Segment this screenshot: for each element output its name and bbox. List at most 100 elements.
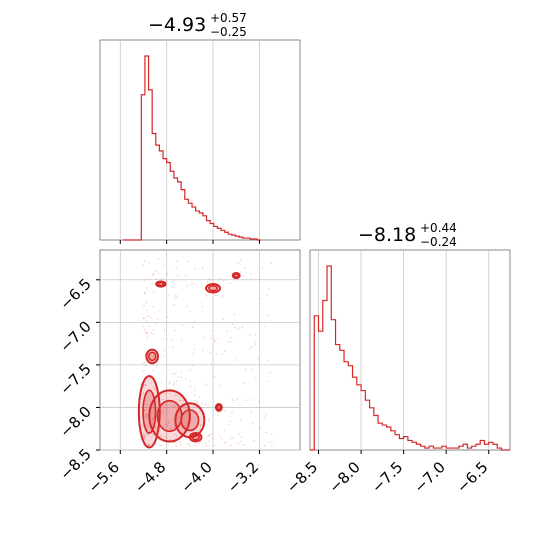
scatter-point xyxy=(210,363,213,365)
scatter-point xyxy=(173,381,176,384)
scatter-point xyxy=(224,409,227,412)
scatter-point xyxy=(161,278,164,280)
scatter-point xyxy=(240,440,242,443)
density-contour-inner xyxy=(216,404,222,411)
scatter-point xyxy=(176,260,179,263)
scatter-point xyxy=(146,413,149,415)
scatter-point xyxy=(237,442,239,444)
scatter-point xyxy=(201,267,204,269)
scatter-point xyxy=(173,433,176,436)
scatter-point xyxy=(269,433,272,435)
scatter-point xyxy=(144,361,146,364)
scatter-point xyxy=(215,353,218,356)
scatter-point xyxy=(170,427,173,430)
scatter-point xyxy=(165,436,168,438)
scatter-point xyxy=(157,272,160,275)
scatter-point xyxy=(163,424,166,427)
scatter-point xyxy=(233,313,236,316)
top-hist-bar xyxy=(199,213,203,240)
right-hist-bar xyxy=(361,391,365,450)
scatter-point xyxy=(175,379,178,382)
scatter-point xyxy=(265,413,268,416)
scatter-point xyxy=(144,416,146,419)
scatter-point xyxy=(210,433,213,435)
scatter-point xyxy=(236,397,239,400)
scatter-point xyxy=(240,259,243,261)
scatter-point xyxy=(223,442,226,445)
scatter-point xyxy=(159,435,162,437)
scatter-point xyxy=(149,325,151,328)
scatter-point xyxy=(160,381,163,383)
right-hist-bar xyxy=(319,331,323,450)
right-hist-bar xyxy=(391,431,395,450)
scatter-point xyxy=(229,282,231,285)
top-hist-bar xyxy=(225,232,229,240)
scatter-point xyxy=(147,444,150,447)
scatter-point xyxy=(144,319,147,321)
scatter-point xyxy=(208,418,210,420)
scatter-point xyxy=(180,376,183,379)
scatter-point xyxy=(254,344,256,347)
scatter-point xyxy=(204,403,207,405)
scatter-point xyxy=(144,260,147,263)
scatter-point xyxy=(174,296,176,299)
scatter-point xyxy=(152,305,154,308)
scatter-point xyxy=(155,322,157,325)
scatter-point xyxy=(269,371,272,374)
scatter-point xyxy=(147,320,149,323)
scatter-point xyxy=(152,291,155,293)
scatter-point xyxy=(265,431,268,434)
scatter-point xyxy=(144,436,146,439)
scatter-point xyxy=(146,336,148,339)
scatter-point xyxy=(218,384,221,387)
scatter-point xyxy=(170,439,173,441)
scatter-point xyxy=(168,427,171,430)
scatter-point xyxy=(207,420,210,423)
scatter-point xyxy=(151,369,154,372)
scatter-point xyxy=(159,444,161,447)
scatter-point xyxy=(217,337,220,340)
scatter-point xyxy=(144,292,146,294)
scatter-point xyxy=(193,321,195,324)
contour-layer xyxy=(137,271,241,449)
scatter-point xyxy=(157,438,159,440)
scatter-point xyxy=(231,437,234,440)
scatter-point xyxy=(145,416,148,418)
top-hist-bar xyxy=(167,163,171,240)
scatter-point xyxy=(199,441,202,443)
right-xtick-label: −8.0 xyxy=(325,458,363,496)
scatter-point xyxy=(264,417,266,419)
right-hist-bar xyxy=(378,423,382,450)
right-hist-bar xyxy=(493,444,497,450)
scatter-point xyxy=(150,332,152,334)
scatter-point xyxy=(253,439,255,442)
scatter-point xyxy=(231,411,233,414)
bottom-right-panel-frame xyxy=(309,249,511,451)
top-hist-bar xyxy=(152,133,156,240)
scatter-point xyxy=(144,292,146,295)
scatter-point xyxy=(144,384,147,386)
scatter-point xyxy=(213,340,216,343)
scatter-point xyxy=(202,337,205,339)
scatter-point xyxy=(261,266,264,269)
scatter-point xyxy=(159,309,161,312)
scatter-point xyxy=(268,288,271,291)
scatter-point xyxy=(199,424,202,427)
scatter-point xyxy=(150,357,152,360)
right-hist-bar xyxy=(382,425,386,450)
scatter-point xyxy=(250,273,252,275)
right-hist-bar xyxy=(374,416,378,451)
scatter-point xyxy=(166,316,169,318)
right-hist-bar xyxy=(344,362,348,450)
scatter-point xyxy=(163,410,165,412)
scatter-point xyxy=(168,421,170,424)
right-hist-bar xyxy=(399,439,403,451)
top-left-panel-frame xyxy=(99,39,301,241)
scatter-point xyxy=(174,394,177,397)
scatter-xtick-label: −4.8 xyxy=(131,458,169,496)
scatter-point xyxy=(145,332,148,334)
scatter-point xyxy=(266,360,269,362)
scatter-point xyxy=(249,398,252,401)
scatter-xtick-label: −5.6 xyxy=(85,458,123,496)
scatter-point xyxy=(151,273,154,276)
